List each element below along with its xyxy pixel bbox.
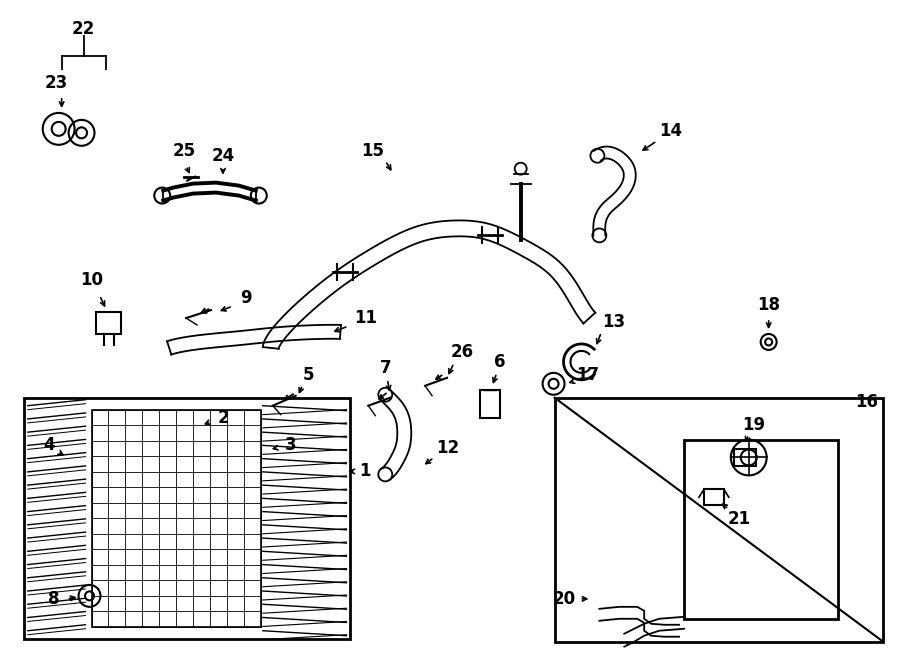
Text: 7: 7 <box>380 359 392 377</box>
Text: 15: 15 <box>361 141 383 160</box>
Bar <box>734 449 756 467</box>
Text: 22: 22 <box>72 20 95 38</box>
Text: 8: 8 <box>48 590 59 608</box>
Bar <box>704 489 724 505</box>
Text: 20: 20 <box>553 590 576 608</box>
Text: 1: 1 <box>360 463 371 481</box>
Text: 17: 17 <box>576 366 599 384</box>
Text: 26: 26 <box>450 343 473 361</box>
Text: 10: 10 <box>80 271 103 290</box>
Bar <box>92 410 261 627</box>
Bar <box>554 398 883 642</box>
Bar <box>96 312 122 334</box>
Text: 24: 24 <box>212 147 235 165</box>
Text: 16: 16 <box>855 393 878 410</box>
Text: 4: 4 <box>43 436 55 453</box>
Bar <box>684 440 839 619</box>
Text: 21: 21 <box>727 510 751 528</box>
Text: 23: 23 <box>45 74 68 92</box>
Text: 19: 19 <box>742 416 765 434</box>
Text: 25: 25 <box>173 141 195 160</box>
Text: 18: 18 <box>757 296 780 314</box>
Text: 9: 9 <box>240 289 252 307</box>
Text: 12: 12 <box>436 438 460 457</box>
Text: 11: 11 <box>354 309 377 327</box>
Bar <box>480 390 500 418</box>
Text: 13: 13 <box>602 313 625 331</box>
Text: 3: 3 <box>285 436 296 453</box>
Text: 6: 6 <box>494 353 506 371</box>
Bar <box>23 398 350 639</box>
Text: 5: 5 <box>302 366 314 384</box>
Text: 14: 14 <box>660 122 682 140</box>
Text: 2: 2 <box>217 408 229 426</box>
